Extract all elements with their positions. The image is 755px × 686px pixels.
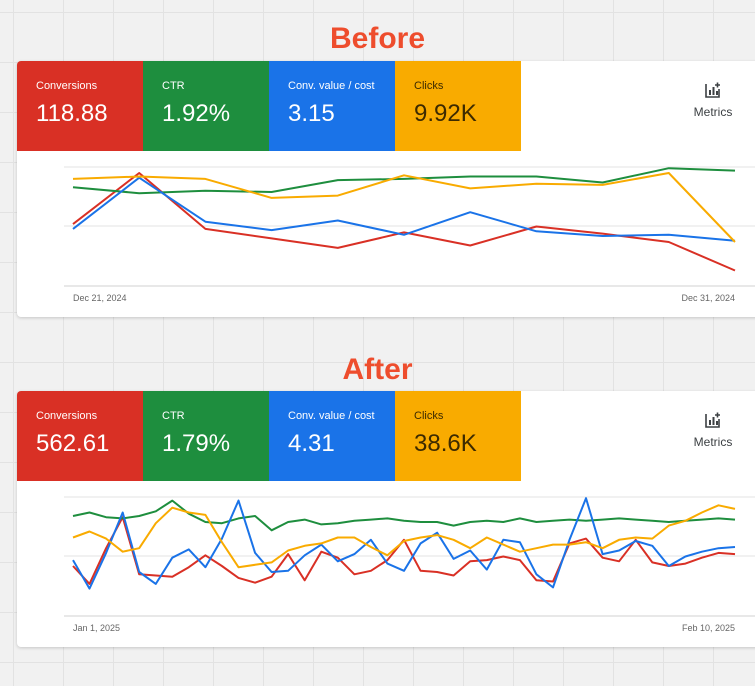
x-axis-end-label: Feb 10, 2025 [682, 623, 735, 633]
tile-ctr[interactable]: CTR 1.92% [143, 61, 269, 151]
clicks-line [72, 504, 736, 569]
after-heading: After [342, 353, 413, 386]
tile-label: Conv. value / cost [288, 410, 375, 422]
add-chart-icon [705, 82, 720, 98]
add-chart-icon [705, 412, 720, 428]
tile-value: 3.15 [288, 100, 335, 127]
tile-conv-value-cost[interactable]: Conv. value / cost 4.31 [269, 391, 395, 481]
tile-ctr[interactable]: CTR 1.79% [143, 391, 269, 481]
x-axis-start-label: Jan 1, 2025 [73, 623, 120, 633]
tile-value: 118.88 [36, 100, 108, 127]
conversions-line [72, 172, 736, 272]
tile-value: 1.79% [162, 430, 231, 457]
metric-tiles: Conversions 118.88 CTR 1.92% Conv. value… [17, 61, 521, 151]
tile-conversions[interactable]: Conversions 562.61 [17, 391, 143, 481]
tile-value: 562.61 [36, 430, 110, 457]
before-line-chart: Dec 21, 2024 Dec 31, 2024 [64, 166, 755, 303]
ctr-line [72, 167, 736, 195]
before-scorecard-panel: Conversions 118.88 CTR 1.92% Conv. value… [17, 61, 755, 317]
metrics-label: Metrics [693, 105, 733, 119]
tile-label: Conv. value / cost [288, 80, 375, 92]
tile-label: Conversions [36, 80, 98, 92]
tile-value: 38.6K [414, 430, 477, 457]
metrics-button[interactable]: Metrics [688, 411, 738, 451]
tile-conversions[interactable]: Conversions 118.88 [17, 61, 143, 151]
tile-value: 4.31 [288, 430, 335, 457]
tile-value: 9.92K [414, 100, 477, 127]
tile-label: CTR [162, 80, 185, 92]
ctr-line [72, 499, 736, 532]
tile-clicks[interactable]: Clicks 38.6K [395, 391, 521, 481]
clicks-line [72, 172, 736, 243]
tile-label: CTR [162, 410, 185, 422]
before-heading: Before [329, 22, 426, 55]
tile-value: 1.92% [162, 100, 231, 127]
metric-tiles: Conversions 562.61 CTR 1.79% Conv. value… [17, 391, 521, 481]
x-axis-end-label: Dec 31, 2024 [681, 293, 735, 303]
conversions-line [72, 516, 736, 585]
tile-conv-value-cost[interactable]: Conv. value / cost 3.15 [269, 61, 395, 151]
after-scorecard-panel: Conversions 562.61 CTR 1.79% Conv. value… [17, 391, 755, 647]
x-axis-start-label: Dec 21, 2024 [73, 293, 127, 303]
conv-value-cost-line [72, 497, 736, 590]
tile-label: Conversions [36, 410, 98, 422]
after-line-chart: Jan 1, 2025 Feb 10, 2025 [64, 496, 755, 633]
tile-clicks[interactable]: Clicks 9.92K [395, 61, 521, 151]
tile-label: Clicks [414, 80, 444, 92]
conv-value-cost-line [72, 176, 736, 242]
metrics-button[interactable]: Metrics [688, 81, 738, 121]
tile-label: Clicks [414, 410, 444, 422]
metrics-label: Metrics [693, 435, 733, 449]
